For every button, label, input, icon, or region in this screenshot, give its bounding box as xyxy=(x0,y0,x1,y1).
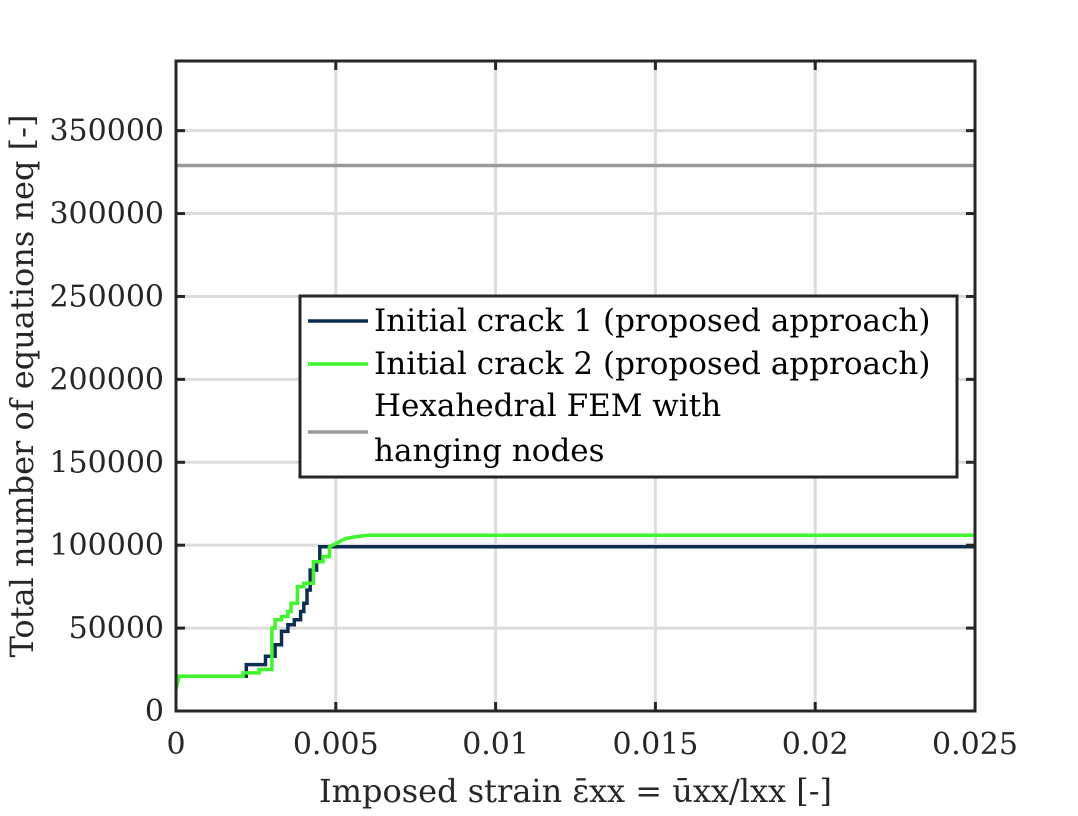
legend-entries: Initial crack 1 (proposed approach) Initi… xyxy=(308,303,930,469)
x-axis-tick-labels: 0 0.005 0.01 0.015 0.02 0.025 xyxy=(166,727,1017,762)
series-line-2 xyxy=(174,533,975,690)
legend-label-3: hanging nodes xyxy=(374,433,605,469)
axis-ticks xyxy=(174,61,977,713)
y-tick-label: 100000 xyxy=(49,528,164,563)
y-tick-label: 250000 xyxy=(49,279,164,314)
plot-area-border xyxy=(174,59,977,713)
legend-label-1: Initial crack 1 (proposed approach) xyxy=(374,303,930,339)
legend-label-3: Hexahedral FEM with xyxy=(374,388,721,424)
x-tick-label: 0.005 xyxy=(293,727,379,762)
y-tick-label: 50000 xyxy=(69,611,164,646)
x-tick-label: 0.025 xyxy=(932,727,1018,762)
x-tick-label: 0.02 xyxy=(782,727,849,762)
y-tick-label: 300000 xyxy=(49,197,164,232)
series-line-1 xyxy=(176,545,975,678)
x-tick-label: 0.015 xyxy=(612,727,698,762)
x-axis-title: Imposed strain ε̄xx = ūxx/lxx [-] xyxy=(319,772,832,810)
y-tick-label: 350000 xyxy=(49,114,164,149)
y-tick-label: 0 xyxy=(145,694,164,729)
x-tick-label: 0 xyxy=(166,727,185,762)
legend-box xyxy=(298,294,959,479)
y-tick-label: 200000 xyxy=(49,362,164,397)
legend-label-2: Initial crack 2 (proposed approach) xyxy=(374,346,930,382)
x-tick-label: 0.01 xyxy=(462,727,529,762)
y-tick-label: 150000 xyxy=(49,445,164,480)
legend: Initial crack 1 (proposed approach) Initi… xyxy=(298,294,959,479)
y-axis-tick-labels: 0 50000 100000 150000 200000 250000 300000 3500… xyxy=(49,114,164,729)
y-axis-title: Total number of equations neq [-] xyxy=(3,115,41,658)
series-lines xyxy=(174,163,975,690)
